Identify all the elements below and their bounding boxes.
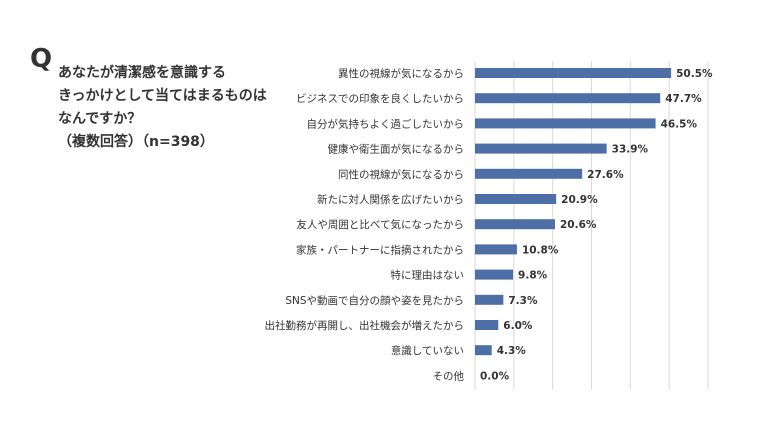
category-label: 意識していない <box>391 344 464 357</box>
value-label: 4.3% <box>497 345 527 357</box>
value-label: 10.8% <box>522 244 559 256</box>
bar <box>475 269 514 280</box>
question-line-1: あなたが清潔感を意識する <box>58 65 226 81</box>
bar <box>475 320 499 330</box>
bar <box>475 68 672 78</box>
value-labels: 50.5% 47.7% 46.5% 33.9% 27.6% 20.9% 20.6% 10.8%… <box>480 68 713 382</box>
value-label: 7.3% <box>508 295 538 307</box>
bars <box>475 68 672 356</box>
category-labels: 異性の視線が気になるからビジネスでの印象を良くしたいから自分が気持ちよく過ごした… <box>265 67 465 382</box>
value-label: 33.9% <box>612 144 649 156</box>
category-label: 同性の視線が気になるから <box>338 168 464 181</box>
bar <box>475 345 492 356</box>
category-label: 出社勤務が再開し、出社機会が増えたから <box>265 319 465 332</box>
value-label: 50.5% <box>676 68 713 80</box>
category-label: 自分が気持ちよく過ごしたいから <box>307 117 465 130</box>
question-line-3: なんですか？ <box>58 111 142 127</box>
category-label: その他 <box>433 369 465 382</box>
category-label: 特に理由はない <box>391 269 465 282</box>
category-label: 新たに対人関係を広げたいから <box>317 193 464 206</box>
question-mark-letter: Q <box>30 44 53 74</box>
category-label: ビジネスでの印象を良くしたいから <box>296 92 464 105</box>
question-sample-note: （複数回答）（n=398） <box>58 134 214 150</box>
bar <box>475 219 555 230</box>
category-label: SNSや動画で自分の顔や姿を見たから <box>285 294 464 307</box>
bar <box>475 143 607 154</box>
category-label: 家族・パートナーに指摘されたから <box>296 243 464 256</box>
bar <box>475 118 656 129</box>
value-label: 9.8% <box>518 270 548 282</box>
value-label: 27.6% <box>587 169 624 181</box>
value-label: 20.6% <box>560 219 597 231</box>
value-label: 6.0% <box>503 320 533 332</box>
bar <box>475 244 517 255</box>
bar <box>475 168 583 179</box>
question-text: あなたが清潔感を意識する きっかけとして当てはまるものは なんですか？ （複数回… <box>58 62 298 154</box>
category-label: 友人や周囲と比べて気になったから <box>296 218 464 231</box>
value-label: 0.0% <box>480 370 510 382</box>
bar <box>475 93 661 104</box>
question-line-2: きっかけとして当てはまるものは <box>58 88 267 104</box>
value-label: 46.5% <box>661 118 698 130</box>
category-label: 異性の視線が気になるから <box>338 67 464 80</box>
bar <box>475 194 557 204</box>
bar <box>475 294 504 305</box>
category-label: 健康や衛生面が気になるから <box>328 143 465 156</box>
value-label: 47.7% <box>665 93 702 105</box>
value-label: 20.9% <box>561 194 598 206</box>
